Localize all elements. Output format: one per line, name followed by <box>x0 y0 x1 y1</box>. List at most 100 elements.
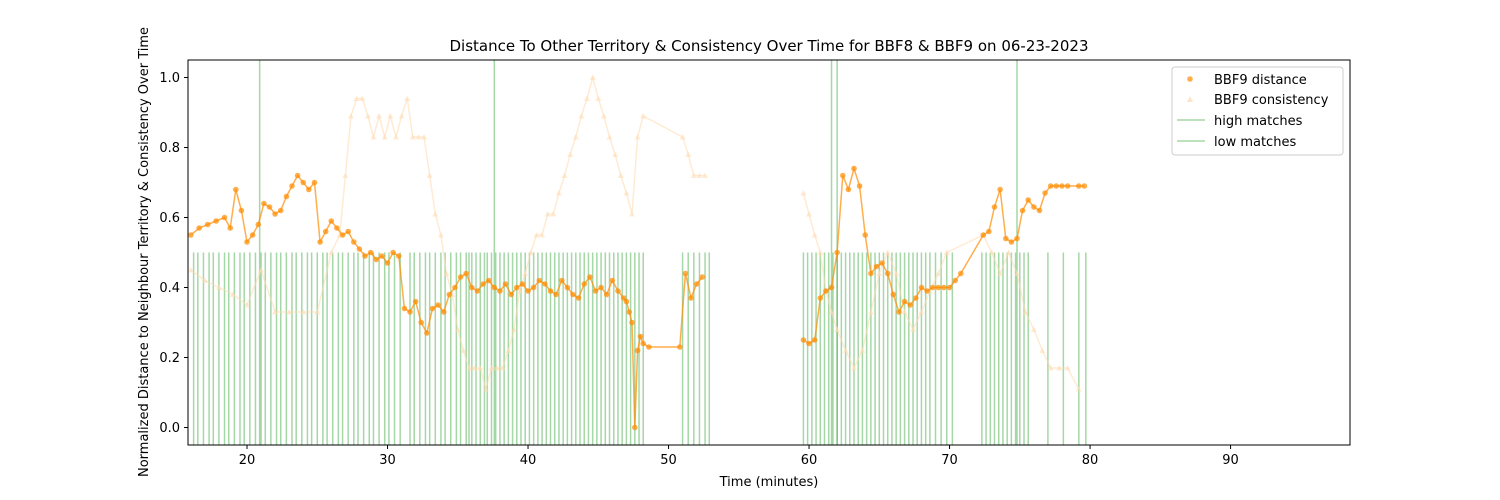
consistency-point <box>1064 365 1071 371</box>
distance-point <box>682 270 689 277</box>
distance-point <box>946 284 953 291</box>
consistency-point <box>215 284 222 290</box>
distance-point <box>1064 183 1071 189</box>
distance-point <box>379 253 385 259</box>
distance-point <box>997 186 1003 193</box>
distance-point <box>547 288 554 294</box>
distance-point <box>570 291 576 298</box>
distance-point <box>491 284 498 291</box>
consistency-point <box>884 249 891 255</box>
distance-point <box>525 288 531 294</box>
x-tick-label: 40 <box>520 453 537 468</box>
y-tick-label: 0.6 <box>159 211 180 226</box>
distance-point <box>634 347 641 354</box>
distance-point <box>530 284 537 291</box>
distance-point <box>497 288 503 294</box>
consistency-point <box>893 270 900 276</box>
consistency-point <box>997 270 1004 276</box>
consistency-point <box>272 309 279 315</box>
distance-point <box>322 228 329 235</box>
distance-point <box>817 295 824 301</box>
distance-point <box>213 218 219 224</box>
distance-point <box>575 295 582 301</box>
distance-point <box>873 263 880 270</box>
distance-point <box>918 284 925 291</box>
distance-point <box>677 344 683 350</box>
consistency-point <box>640 113 647 119</box>
consistency-point <box>1056 365 1063 371</box>
distance-point <box>823 288 829 294</box>
consistency-point <box>376 113 383 119</box>
distance-point <box>204 221 211 228</box>
consistency-point <box>1014 270 1020 276</box>
distance-point <box>429 305 436 312</box>
distance-point <box>424 330 430 336</box>
consistency-point <box>910 326 916 332</box>
consistency-point <box>1075 386 1082 392</box>
distance-point <box>261 200 267 207</box>
distance-point <box>629 319 635 326</box>
distance-point <box>345 228 352 235</box>
consistency-point <box>595 95 602 101</box>
distance-point <box>913 295 919 301</box>
consistency-point <box>811 232 818 238</box>
distance-point <box>311 179 318 186</box>
distance-point <box>834 249 840 256</box>
consistency-point <box>561 172 568 178</box>
distance-point <box>452 284 458 291</box>
plot-frame <box>187 59 1351 446</box>
distance-point <box>879 260 885 266</box>
consistency-point <box>617 172 624 178</box>
x-tick-label: 30 <box>379 453 396 468</box>
distance-point <box>901 298 908 305</box>
distance-point <box>564 284 571 291</box>
consistency-point <box>201 277 208 283</box>
consistency-point <box>499 365 506 371</box>
distance-point <box>896 309 902 315</box>
distance-point <box>294 172 301 179</box>
consistency-point <box>404 95 411 101</box>
distance-point <box>828 284 835 291</box>
distance-point <box>856 183 863 189</box>
chart-title: Distance To Other Territory & Consistenc… <box>449 37 1088 55</box>
distance-point <box>227 225 233 231</box>
distance-point <box>958 270 964 277</box>
distance-point <box>317 239 323 245</box>
distance-point <box>1036 207 1043 214</box>
legend-consistency-marker <box>1187 96 1193 102</box>
distance-point <box>233 186 239 193</box>
consistency-point <box>494 365 501 371</box>
distance-series <box>188 165 1088 431</box>
consistency-point <box>381 134 388 140</box>
distance-point <box>688 295 694 301</box>
distance-point <box>587 274 593 280</box>
distance-point <box>373 256 380 263</box>
distance-point <box>637 333 644 340</box>
x-tick-label: 90 <box>1222 453 1239 468</box>
distance-point <box>196 225 202 231</box>
distance-point <box>440 309 447 315</box>
distance-point <box>840 172 846 179</box>
consistency-point <box>348 113 354 119</box>
consistency-point <box>314 309 321 315</box>
consistency-point <box>943 249 950 255</box>
consistency-point <box>612 151 619 157</box>
consistency-point <box>415 134 422 140</box>
consistency-point <box>572 134 579 140</box>
distance-point <box>632 424 638 431</box>
distance-point <box>1053 183 1060 189</box>
distance-point <box>238 207 245 214</box>
distance-point <box>339 232 346 238</box>
consistency-point <box>1047 365 1054 371</box>
distance-point <box>474 288 481 294</box>
consistency-point <box>460 347 467 353</box>
distance-point <box>929 284 936 291</box>
distance-point <box>396 253 402 259</box>
distance-point <box>249 232 256 238</box>
consistency-point <box>511 326 517 332</box>
y-axis-label: Normalized Distance to Neighbour Territo… <box>137 27 152 477</box>
consistency-point <box>867 309 874 315</box>
consistency-point <box>623 190 630 196</box>
distance-point <box>480 281 486 287</box>
legend-low-label: low matches <box>1214 135 1296 150</box>
